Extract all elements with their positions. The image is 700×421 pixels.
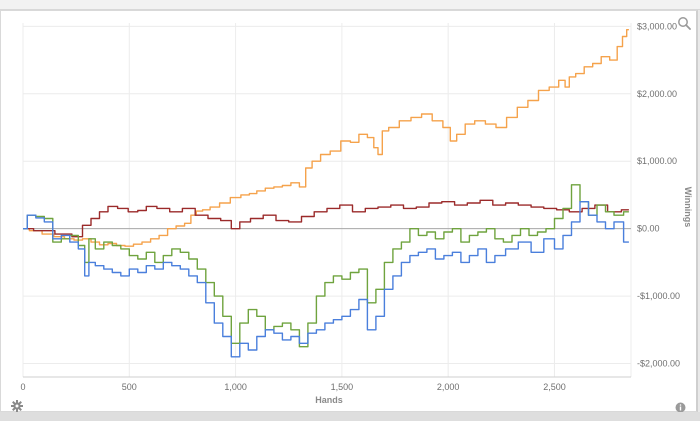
y-axis-title: Winnings (683, 187, 693, 227)
y-tick-label: $3,000.00 (637, 21, 677, 31)
info-icon[interactable] (675, 400, 686, 413)
winnings-chart: 0 500 1,000 1,500 2,000 2,500 $3,000.00 $2,000… (20, 21, 693, 405)
x-axis-title: Hands (315, 395, 343, 405)
x-tick-layer: 0 500 1,000 1,500 2,000 2,500 (20, 382, 565, 392)
top-border-strip (0, 0, 700, 10)
bottom-border-strip (0, 412, 700, 421)
y-tick-label: $2,000.00 (637, 89, 677, 99)
y-tick-label: $0.00 (637, 224, 660, 234)
series-layer (23, 29, 629, 358)
magnify-icon[interactable] (677, 16, 691, 30)
series-line-1 (23, 29, 629, 247)
x-tick-label: 2,000 (437, 382, 460, 392)
y-tick-layer: $3,000.00 $2,000.00 $1,000.00 $0.00 -$1,000.… (637, 21, 680, 368)
x-tick-label: 1,000 (224, 382, 247, 392)
x-tick-label: 0 (20, 382, 25, 392)
series-line-2 (23, 199, 629, 238)
y-tick-label: -$2,000.00 (637, 359, 680, 369)
series-line-4 (23, 201, 629, 358)
x-tick-label: 2,500 (543, 382, 566, 392)
gear-icon[interactable] (11, 399, 23, 412)
x-tick-label: 500 (122, 382, 137, 392)
y-tick-label: $1,000.00 (637, 156, 677, 166)
chart-panel: 0 500 1,000 1,500 2,000 2,500 $3,000.00 $2,000… (0, 10, 698, 413)
x-tick-label: 1,500 (331, 382, 354, 392)
grid-layer (22, 23, 632, 378)
y-tick-label: -$1,000.00 (637, 291, 680, 301)
series-line-3 (23, 184, 629, 348)
